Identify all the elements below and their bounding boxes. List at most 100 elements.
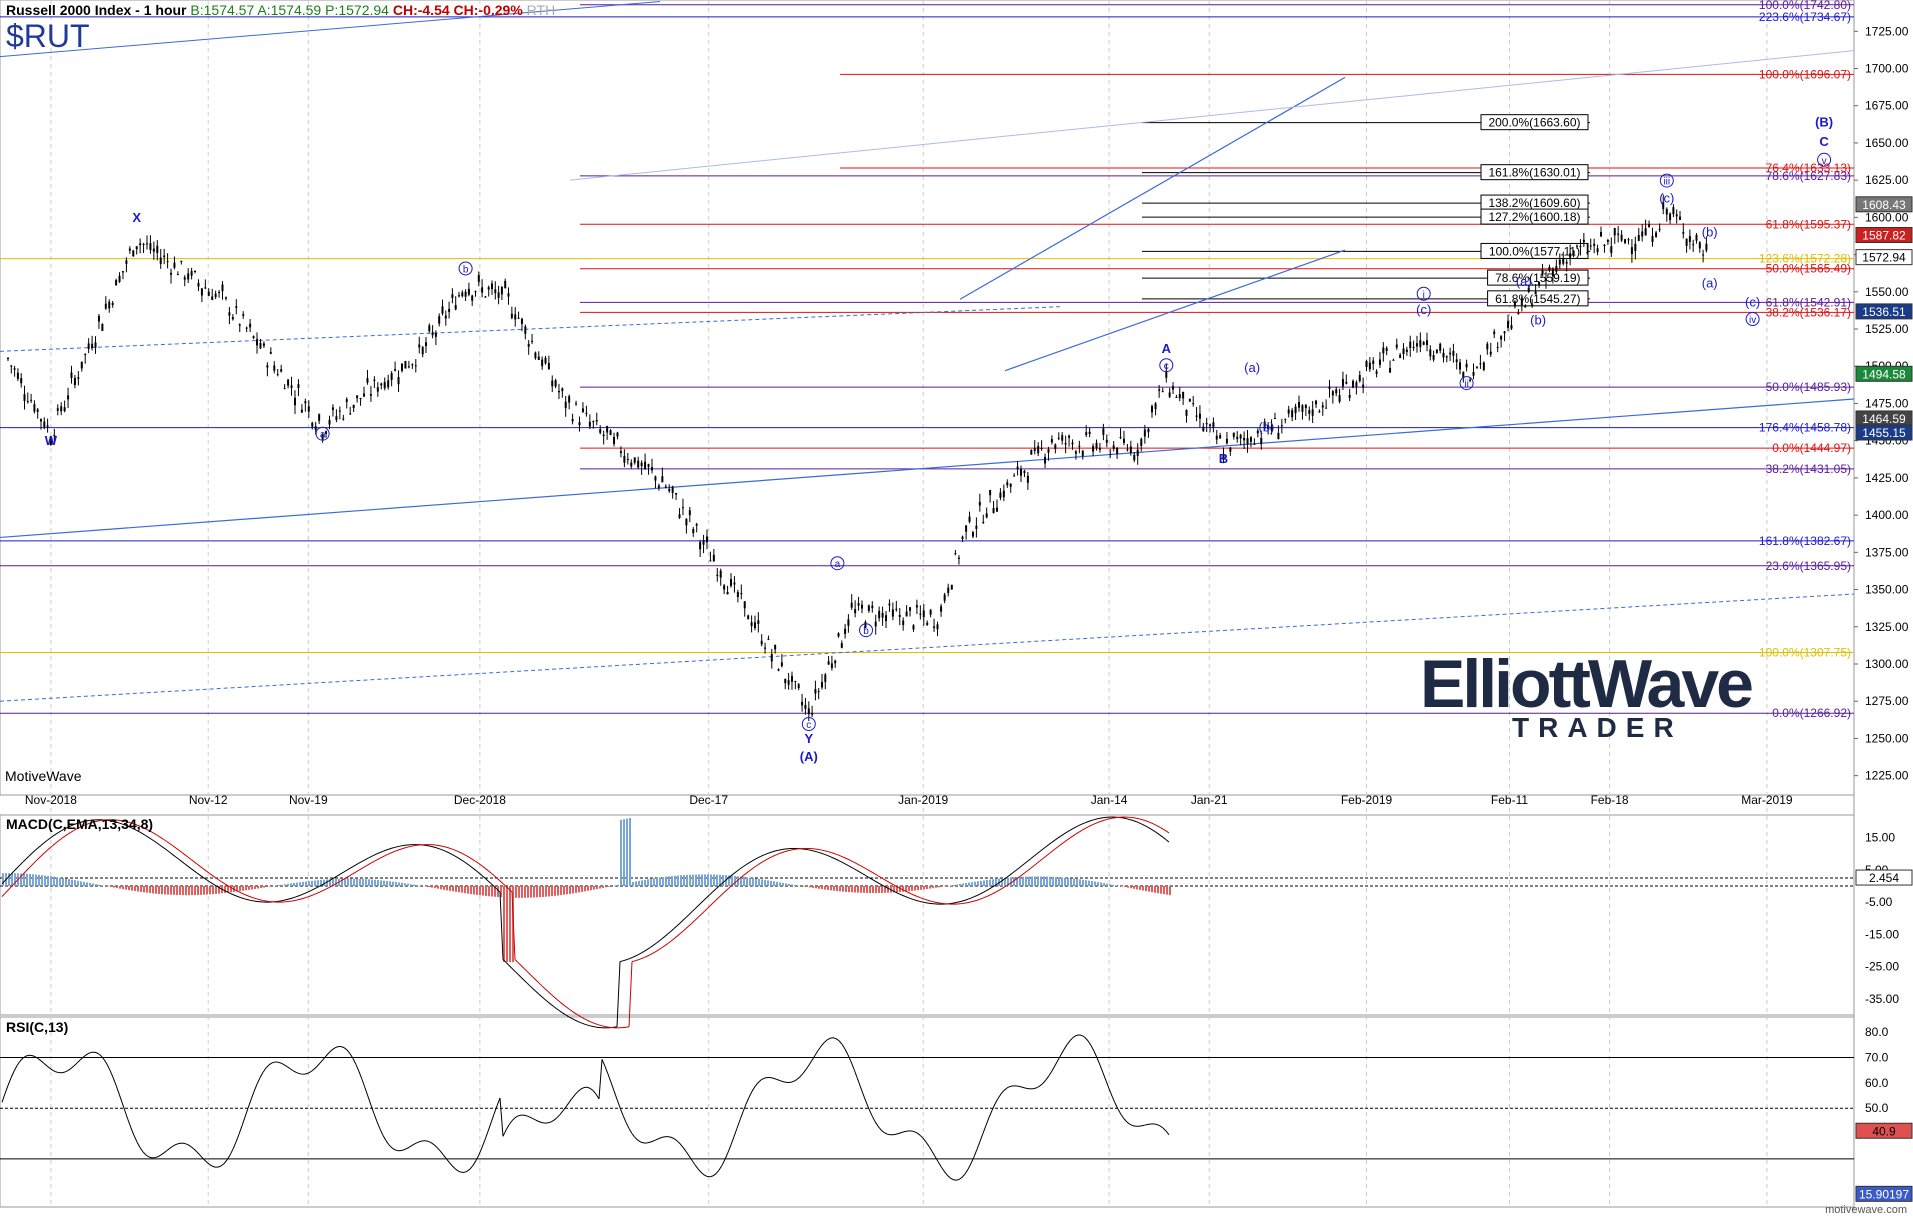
candle-body bbox=[1023, 470, 1026, 474]
macd-hist-bar bbox=[1067, 877, 1069, 886]
macd-hist-bar bbox=[185, 885, 187, 896]
rsi-line bbox=[331, 1047, 336, 1051]
candle-body bbox=[1105, 439, 1108, 443]
macd-signal bbox=[586, 1019, 591, 1022]
x-tick-label: Dec-2018 bbox=[454, 793, 506, 807]
macd-hist-bar bbox=[47, 875, 49, 886]
macd-hist-bar bbox=[326, 879, 328, 886]
rsi-line bbox=[880, 1129, 885, 1133]
macd-line bbox=[1054, 837, 1059, 841]
macd-signal bbox=[343, 876, 348, 880]
rsi-line bbox=[49, 1068, 54, 1071]
candle-body bbox=[801, 701, 804, 706]
macd-signal bbox=[1105, 818, 1110, 821]
macd-signal bbox=[1051, 848, 1056, 852]
macd-hist-bar bbox=[509, 885, 511, 963]
macd-line bbox=[139, 831, 144, 835]
macd-signal bbox=[520, 965, 525, 969]
x-tick-label: Nov-12 bbox=[189, 793, 228, 807]
macd-signal bbox=[388, 852, 393, 855]
rsi-line bbox=[991, 1103, 996, 1111]
macd-hist-bar bbox=[752, 878, 754, 886]
macd-signal bbox=[169, 843, 174, 847]
macd-hist-bar bbox=[845, 885, 847, 892]
macd-line bbox=[649, 945, 654, 949]
macd-hist-bar bbox=[560, 885, 562, 896]
candle-body bbox=[1524, 305, 1527, 308]
candle-body bbox=[702, 539, 705, 545]
macd-line bbox=[631, 955, 636, 959]
macd-signal bbox=[394, 849, 399, 852]
rsi-line bbox=[793, 1078, 798, 1082]
macd-hist-bar bbox=[881, 885, 883, 893]
candle-body bbox=[259, 342, 262, 349]
candle-body bbox=[111, 302, 114, 306]
macd-line bbox=[385, 848, 390, 851]
candle-body bbox=[444, 315, 447, 319]
candle-body bbox=[104, 303, 107, 309]
candle-body bbox=[675, 493, 678, 495]
rsi-line bbox=[268, 1062, 273, 1066]
macd-hist-bar bbox=[377, 880, 379, 886]
macd-hist-bar bbox=[254, 885, 256, 889]
macd-hist-bar bbox=[122, 885, 124, 890]
rsi-line bbox=[376, 1121, 381, 1130]
rsi-line bbox=[826, 1037, 831, 1041]
candle-body bbox=[517, 317, 520, 319]
macd-flag bbox=[1855, 869, 1913, 886]
macd-line bbox=[703, 896, 708, 901]
macd-line bbox=[997, 880, 1002, 884]
rsi-line bbox=[547, 1121, 552, 1124]
rsi-line bbox=[1111, 1095, 1116, 1104]
macd-hist-bar bbox=[797, 885, 799, 886]
macd-signal bbox=[910, 893, 915, 896]
macd-line bbox=[370, 854, 375, 858]
macd-signal bbox=[220, 880, 225, 884]
candle-body bbox=[1308, 410, 1311, 414]
macd-hist-bar bbox=[389, 881, 391, 886]
macd-signal bbox=[661, 945, 666, 949]
macd-line bbox=[814, 850, 819, 853]
macd-line bbox=[724, 877, 729, 882]
macd-hist-bar bbox=[59, 877, 61, 886]
candle-body bbox=[1192, 403, 1195, 405]
macd-hist-bar bbox=[380, 880, 382, 886]
macd-signal bbox=[349, 873, 354, 876]
rsi-line bbox=[265, 1064, 270, 1069]
candle-body bbox=[1479, 363, 1482, 365]
candle-body bbox=[474, 291, 477, 293]
rsi-line bbox=[13, 1065, 18, 1072]
macd-line bbox=[1150, 828, 1155, 832]
rsi-line bbox=[70, 1065, 75, 1069]
wave-circle bbox=[830, 556, 845, 571]
macd-line bbox=[688, 911, 693, 915]
candle-body bbox=[1098, 448, 1101, 450]
candle-body bbox=[630, 462, 633, 467]
candle-body bbox=[1085, 432, 1088, 436]
rsi-line bbox=[283, 1064, 288, 1067]
chart-header: Russell 2000 Index - 1 hour B:1574.57 A:… bbox=[6, 2, 555, 18]
macd-hist-bar bbox=[110, 885, 112, 887]
candle-body bbox=[1182, 391, 1185, 399]
macd-line bbox=[289, 897, 294, 900]
candle-body bbox=[349, 413, 352, 415]
rsi-line bbox=[379, 1128, 384, 1136]
macd-line bbox=[427, 845, 432, 847]
macd-hist-bar bbox=[482, 885, 484, 896]
candle-body bbox=[1405, 349, 1408, 352]
candle-body bbox=[1161, 391, 1164, 393]
rsi-line bbox=[640, 1141, 645, 1144]
rsi-line bbox=[850, 1061, 855, 1070]
candle-body bbox=[1634, 243, 1637, 252]
macd-hist-bar bbox=[200, 885, 202, 895]
macd-hist-bar bbox=[794, 884, 796, 886]
macd-line bbox=[652, 942, 657, 946]
macd-signal bbox=[463, 853, 468, 857]
candle-body bbox=[992, 508, 995, 513]
macd-signal bbox=[292, 899, 297, 902]
candle-body bbox=[1569, 253, 1572, 258]
macd-hist-bar bbox=[95, 884, 97, 886]
rsi-line bbox=[445, 1157, 450, 1163]
macd-signal bbox=[352, 871, 357, 875]
macd-line bbox=[838, 860, 843, 863]
